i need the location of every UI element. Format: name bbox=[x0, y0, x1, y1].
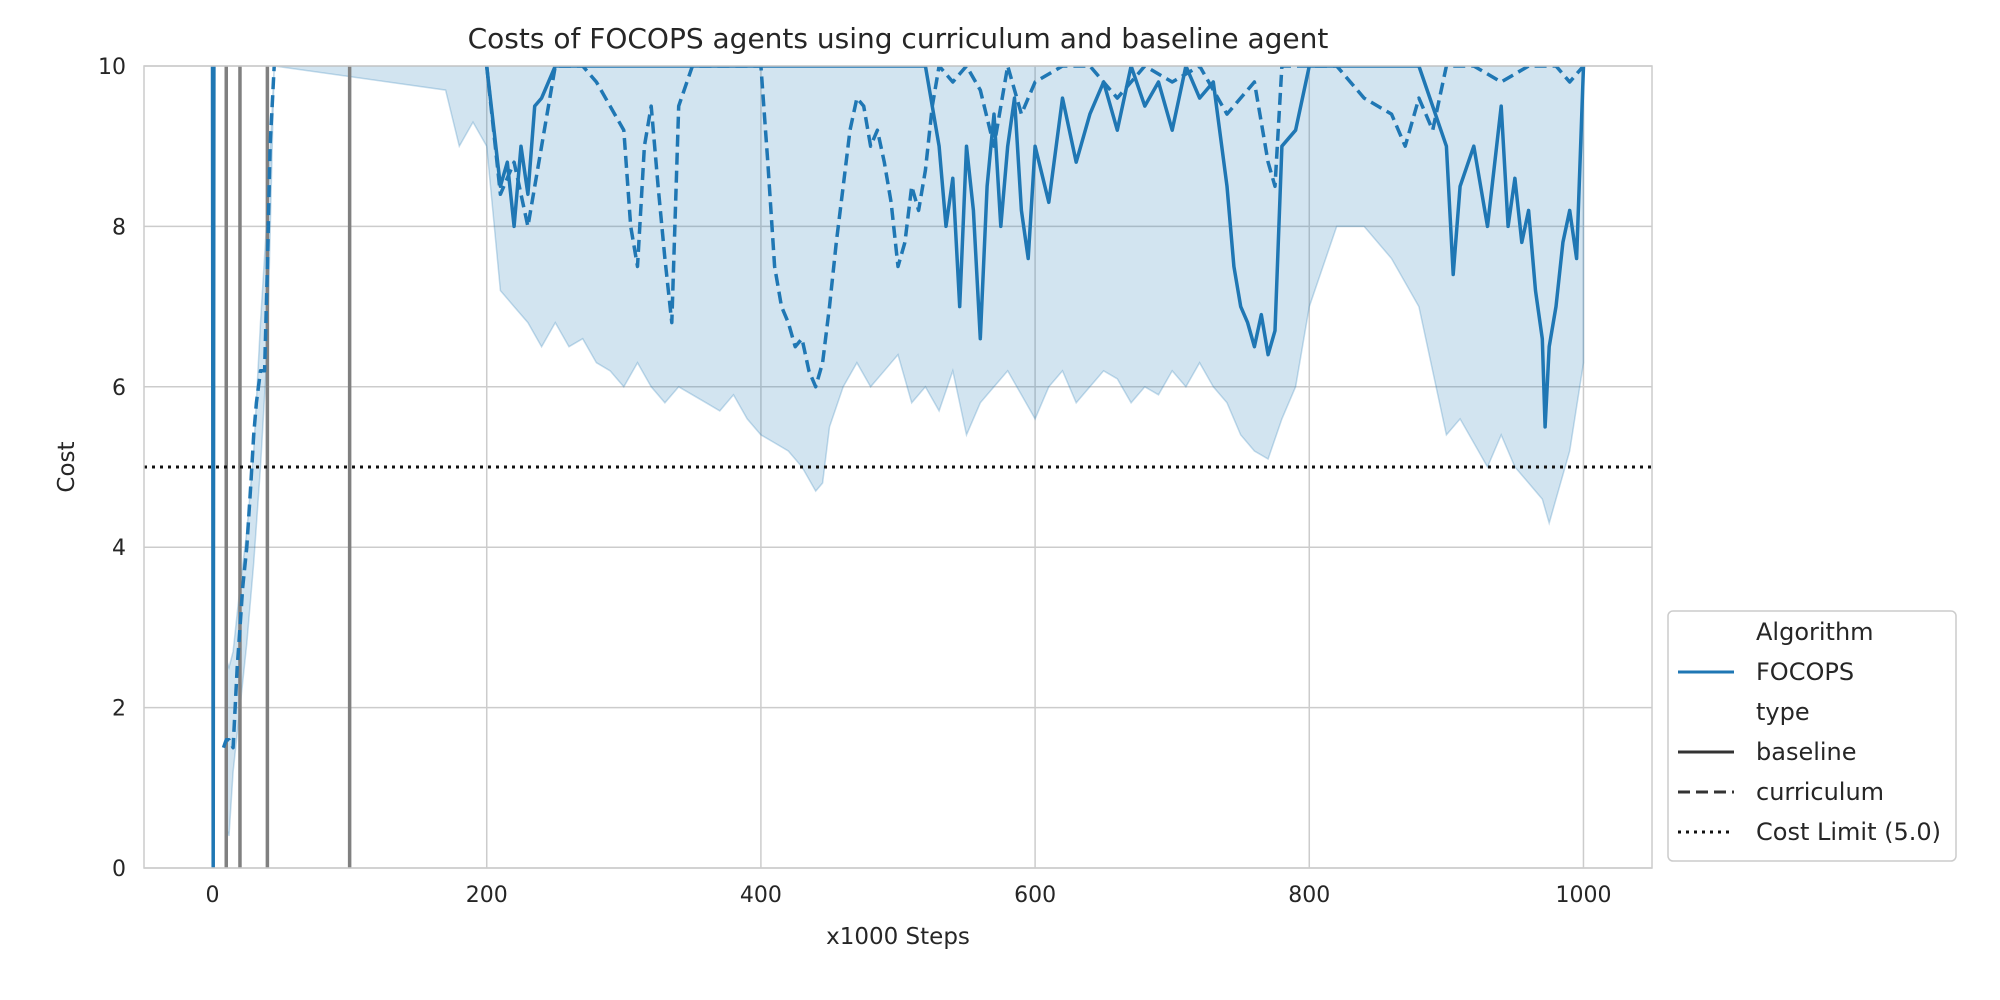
series-curriculum bbox=[221, 66, 1585, 750]
x-tick-label: 800 bbox=[1288, 883, 1330, 908]
y-tick-label: 4 bbox=[112, 536, 126, 561]
legend-item-curriculum: curriculum bbox=[1756, 778, 1884, 806]
legend-title-type: type bbox=[1756, 698, 1810, 726]
legend-box bbox=[1667, 610, 1957, 862]
confidence-band-layer bbox=[225, 66, 1585, 837]
legend: Algorithm FOCOPS type baseline curriculu… bbox=[1667, 610, 1957, 862]
y-axis-label: Cost bbox=[54, 441, 80, 492]
series-layer bbox=[210, 66, 1586, 868]
x-tick-label: 1000 bbox=[1555, 883, 1611, 908]
y-tick-label: 8 bbox=[112, 215, 126, 240]
y-tick-label: 2 bbox=[112, 697, 126, 722]
plot-frame bbox=[143, 65, 1653, 869]
y-tick-label: 10 bbox=[98, 55, 126, 80]
legend-item-cost-limit: Cost Limit (5.0) bbox=[1756, 818, 1941, 846]
x-tick-label: 0 bbox=[206, 883, 220, 908]
x-axis-label: x1000 Steps bbox=[826, 924, 970, 950]
y-tick-label: 6 bbox=[112, 376, 126, 401]
legend-item-baseline: baseline bbox=[1756, 738, 1857, 766]
x-tick-label: 200 bbox=[466, 883, 508, 908]
confidence-band bbox=[225, 66, 1585, 837]
legend-title-algorithm: Algorithm bbox=[1756, 618, 1874, 646]
tick-labels: 0 200 400 600 800 1000 0 2 4 6 8 10 bbox=[98, 55, 1611, 908]
chart-title: Costs of FOCOPS agents using curriculum … bbox=[468, 22, 1329, 55]
legend-item-focops: FOCOPS bbox=[1756, 658, 1854, 686]
y-tick-label: 0 bbox=[112, 857, 126, 882]
x-tick-label: 600 bbox=[1014, 883, 1056, 908]
x-tick-label: 400 bbox=[740, 883, 782, 908]
